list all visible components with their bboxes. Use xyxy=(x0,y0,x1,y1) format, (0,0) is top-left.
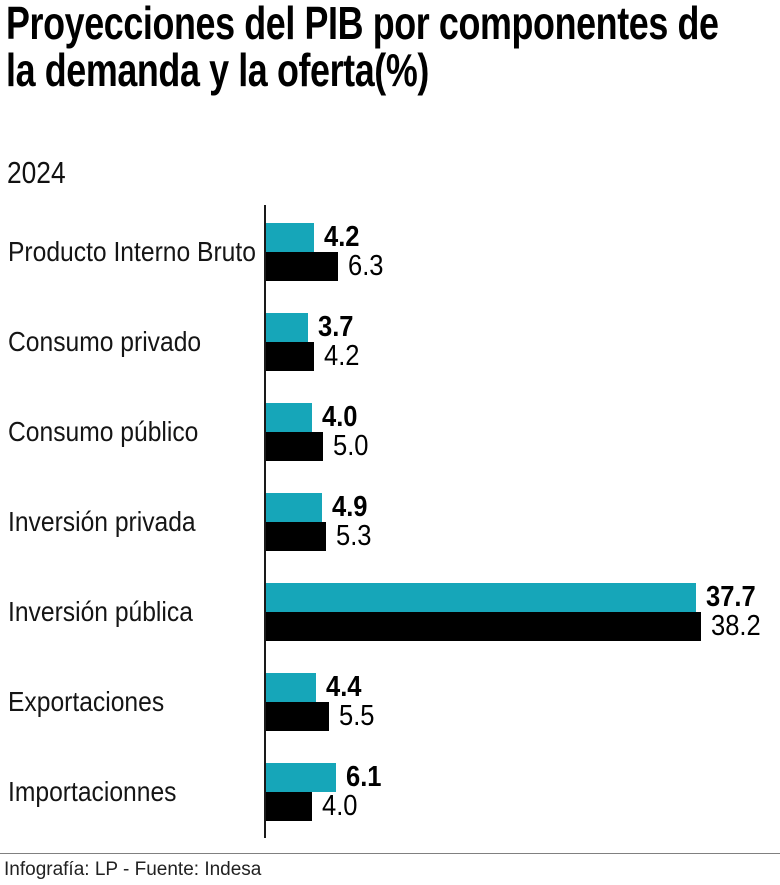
value-label-black: 4.2 xyxy=(324,340,360,372)
category-label: Consumo privado xyxy=(8,326,202,357)
bar-teal xyxy=(266,673,316,702)
value-label-teal: 3.7 xyxy=(318,311,354,343)
bar-pair: 4.4 5.5 xyxy=(266,673,379,731)
bar-line: 4.0 xyxy=(266,792,386,821)
chart-row: Inversión pública 37.7 38.2 xyxy=(0,565,780,655)
chart-row: Producto Interno Bruto 4.2 6.3 xyxy=(0,205,780,295)
bar-line: 4.2 xyxy=(266,342,364,371)
value-label-black: 5.5 xyxy=(339,700,375,732)
value-label-black: 4.0 xyxy=(322,790,358,822)
bar-line: 6.1 xyxy=(266,763,386,792)
bar-black xyxy=(266,432,323,461)
bar-black xyxy=(266,342,314,371)
bar-pair: 4.9 5.3 xyxy=(266,493,376,551)
bar-line: 5.3 xyxy=(266,522,376,551)
bar-pair: 4.0 5.0 xyxy=(266,403,373,461)
chart-title: Proyecciones del PIB por componentes de … xyxy=(6,0,770,94)
bar-black xyxy=(266,522,326,551)
bar-teal xyxy=(266,313,308,342)
bar-line: 5.0 xyxy=(266,432,373,461)
chart-row: Exportaciones 4.4 5.5 xyxy=(0,655,780,745)
bar-line: 5.5 xyxy=(266,702,379,731)
category-label: Producto Interno Bruto xyxy=(8,236,256,267)
bar-pair: 3.7 4.2 xyxy=(266,313,364,371)
value-label-teal: 4.0 xyxy=(322,401,358,433)
category-label: Exportaciones xyxy=(8,686,165,717)
value-label-teal: 4.4 xyxy=(326,671,362,703)
chart-row: Consumo privado 3.7 4.2 xyxy=(0,295,780,385)
value-label-teal: 4.9 xyxy=(332,491,368,523)
bar-line: 37.7 xyxy=(266,583,767,612)
bar-teal xyxy=(266,763,336,792)
chart-title-line-1: Proyecciones del PIB por componentes de xyxy=(6,0,719,49)
chart-axis-line xyxy=(264,205,266,838)
bar-line: 4.0 xyxy=(266,403,373,432)
category-label: Importacionnes xyxy=(8,776,177,807)
value-label-black: 5.0 xyxy=(333,430,369,462)
bar-line: 4.9 xyxy=(266,493,376,522)
chart-title-line-2: la demanda y la oferta(%) xyxy=(6,44,429,96)
value-label-black: 5.3 xyxy=(336,520,372,552)
value-label-black: 38.2 xyxy=(711,610,761,642)
bar-line: 38.2 xyxy=(266,612,767,641)
chart-row: Importacionnes 6.1 4.0 xyxy=(0,745,780,835)
chart-row: Consumo público 4.0 5.0 xyxy=(0,385,780,475)
value-label-black: 6.3 xyxy=(348,250,384,282)
bar-teal xyxy=(266,583,696,612)
category-label: Inversión privada xyxy=(8,506,196,537)
bar-black xyxy=(266,612,701,641)
bar-pair: 6.1 4.0 xyxy=(266,763,386,821)
bar-teal xyxy=(266,493,322,522)
bar-teal xyxy=(266,223,314,252)
bar-line: 4.4 xyxy=(266,673,379,702)
value-label-teal: 4.2 xyxy=(324,221,360,253)
bar-pair: 37.7 38.2 xyxy=(266,583,767,641)
bar-line: 4.2 xyxy=(266,223,388,252)
bar-teal xyxy=(266,403,312,432)
bar-pair: 4.2 6.3 xyxy=(266,223,388,281)
footer-divider xyxy=(0,853,780,854)
year-label: 2024 xyxy=(7,155,66,190)
bar-black xyxy=(266,252,338,281)
bar-chart: Producto Interno Bruto 4.2 6.3 Consumo priv… xyxy=(0,205,780,835)
chart-row: Inversión privada 4.9 5.3 xyxy=(0,475,780,565)
source-credit: Infografía: LP - Fuente: Indesa xyxy=(4,859,262,880)
value-label-teal: 6.1 xyxy=(346,761,382,793)
bar-black xyxy=(266,792,312,821)
value-label-teal: 37.7 xyxy=(706,581,756,613)
bar-line: 3.7 xyxy=(266,313,364,342)
category-label: Inversión pública xyxy=(8,596,193,627)
category-label: Consumo público xyxy=(8,416,199,447)
bar-black xyxy=(266,702,329,731)
bar-line: 6.3 xyxy=(266,252,388,281)
